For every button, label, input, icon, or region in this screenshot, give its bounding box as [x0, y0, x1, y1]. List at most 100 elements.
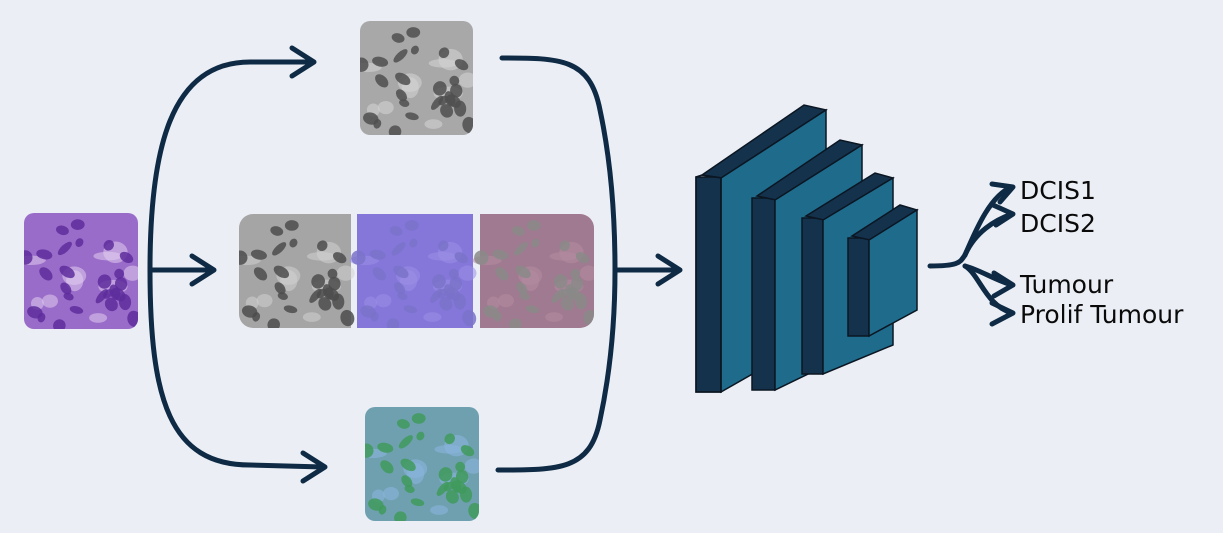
- cell-nucleus: [104, 297, 118, 312]
- cell-nucleus: [567, 287, 582, 301]
- cell-nucleus: [393, 49, 408, 63]
- cell-nucleus: [495, 267, 509, 281]
- cell-nucleus: [449, 276, 462, 291]
- cell-nucleus: [389, 226, 403, 236]
- cell-nucleus: [311, 274, 325, 289]
- original-he-tile: [24, 213, 138, 329]
- cell-nucleus: [509, 318, 522, 328]
- cell-nucleus: [395, 89, 407, 102]
- cell-nucleus: [559, 288, 569, 299]
- cell-nucleus: [432, 274, 446, 289]
- cell-nucleus: [446, 94, 461, 108]
- tissue-stroma: [42, 294, 58, 308]
- cell-nucleus: [324, 287, 340, 301]
- cell-nucleus: [70, 219, 85, 230]
- arrowhead-bottom: [300, 450, 328, 484]
- cell-nucleus: [397, 292, 408, 300]
- cell-nucleus: [360, 57, 369, 72]
- tissue-stroma: [377, 100, 394, 115]
- cell-nucleus: [316, 288, 327, 299]
- cell-nucleus: [519, 292, 530, 300]
- tissue-stroma: [464, 458, 479, 474]
- cell-nucleus: [393, 265, 409, 279]
- cell-nucleus: [253, 267, 268, 281]
- tissue-stroma: [579, 265, 594, 281]
- cell-nucleus: [444, 433, 455, 445]
- cell-nucleus: [531, 238, 540, 248]
- cell-nucleus: [273, 265, 290, 279]
- cell-nucleus: [69, 306, 84, 314]
- arrowhead-prolif: [989, 300, 1016, 327]
- cell-nucleus: [24, 250, 33, 265]
- arrowhead-tumour: [991, 270, 1016, 299]
- tissue-stroma: [458, 265, 477, 281]
- cell-nucleus: [373, 119, 382, 129]
- tissue-stroma: [430, 505, 449, 515]
- cell-nucleus: [399, 99, 410, 107]
- cell-nucleus: [433, 81, 447, 96]
- cell-nucleus: [515, 265, 531, 279]
- cell-nucleus: [391, 242, 406, 256]
- cell-nucleus: [340, 309, 355, 327]
- cell-nucleus: [410, 498, 425, 507]
- cell-nucleus: [405, 112, 419, 121]
- cell-nucleus: [274, 282, 286, 295]
- tissue-stroma: [123, 265, 138, 281]
- tissue-stroma: [256, 293, 273, 308]
- cell-nucleus: [570, 276, 584, 291]
- merge-curve-bottom: [495, 267, 618, 473]
- cell-nucleus: [53, 319, 66, 329]
- cell-nucleus: [365, 443, 374, 458]
- cell-nucleus: [445, 287, 461, 301]
- tissue-stroma: [302, 312, 321, 322]
- cell-nucleus: [416, 431, 425, 441]
- cell-nucleus: [332, 252, 347, 264]
- cell-nucleus: [318, 297, 332, 311]
- cell-nucleus: [559, 240, 570, 252]
- cell-nucleus: [513, 242, 528, 256]
- cell-nucleus: [394, 282, 406, 295]
- cell-nucleus: [512, 226, 525, 236]
- cell-nucleus: [111, 287, 126, 302]
- cell-nucleus: [409, 238, 418, 248]
- cell-nucleus: [397, 419, 410, 429]
- tissue-stroma: [428, 59, 458, 68]
- cell-nucleus: [493, 312, 502, 322]
- cell-nucleus: [526, 220, 541, 231]
- cell-nucleus: [317, 240, 328, 252]
- cell-nucleus: [492, 249, 509, 260]
- tissue-stroma: [93, 251, 123, 261]
- output-label-tumour: Tumour: [1020, 270, 1114, 299]
- cell-nucleus: [454, 252, 468, 264]
- arrowhead-top: [289, 45, 317, 79]
- cell-nucleus: [438, 240, 449, 252]
- cell-nucleus: [284, 220, 299, 231]
- cell-nucleus: [39, 267, 53, 281]
- cell-nucleus: [394, 511, 407, 521]
- cell-nucleus: [327, 268, 338, 279]
- cell-nucleus: [277, 292, 288, 300]
- tissue-stroma: [427, 252, 457, 261]
- cell-nucleus: [474, 250, 489, 265]
- cell-nucleus: [516, 282, 528, 295]
- branch-curve-top: [147, 59, 315, 273]
- cell-nucleus: [455, 469, 469, 484]
- arrowhead-dcis2: [990, 202, 1016, 228]
- cell-nucleus: [372, 267, 386, 281]
- cell-nucleus: [452, 480, 467, 494]
- color-jitter-tile: [365, 407, 479, 521]
- cell-nucleus: [455, 461, 466, 472]
- cell-nucleus: [400, 458, 416, 472]
- cell-nucleus: [410, 45, 419, 55]
- cell-nucleus: [439, 297, 453, 311]
- tissue-stroma: [424, 119, 443, 129]
- cnn-network-block: [695, 104, 919, 394]
- cell-nucleus: [370, 312, 379, 322]
- cell-nucleus: [267, 318, 280, 328]
- cell-nucleus: [372, 56, 389, 67]
- cell-nucleus: [437, 288, 448, 299]
- cell-nucleus: [406, 27, 421, 38]
- output-label-dcis2: DCIS2: [1020, 209, 1096, 238]
- merge-curve-top: [499, 55, 618, 273]
